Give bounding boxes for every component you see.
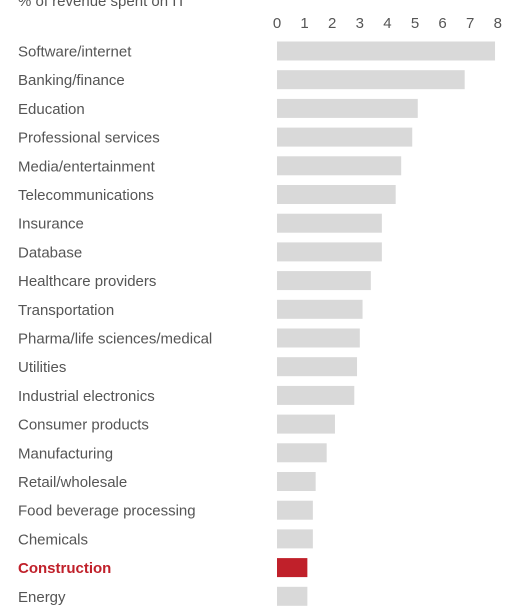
bar-database bbox=[277, 242, 382, 262]
bar-media-entertainment bbox=[277, 156, 402, 176]
category-label-transportation: Transportation bbox=[18, 302, 114, 319]
bar-chemicals bbox=[277, 529, 313, 549]
category-label-banking-finance: Banking/finance bbox=[18, 72, 125, 89]
category-label-healthcare-providers: Healthcare providers bbox=[18, 273, 156, 290]
x-tick-label-8: 8 bbox=[494, 15, 502, 32]
category-label-consumer-products: Consumer products bbox=[18, 417, 149, 434]
bar-retail-wholesale bbox=[277, 472, 316, 491]
bar-banking-finance bbox=[277, 70, 465, 90]
bar-professional-services bbox=[277, 127, 413, 147]
bar-utilities bbox=[277, 357, 358, 377]
bar-food-beverage-processing bbox=[277, 500, 313, 520]
bar-consumer-products bbox=[277, 414, 335, 434]
category-label-insurance: Insurance bbox=[18, 216, 84, 233]
category-label-telecommunications: Telecommunications bbox=[18, 187, 154, 204]
bar-software-internet bbox=[277, 41, 496, 61]
category-label-software-internet: Software/internet bbox=[18, 44, 132, 61]
category-label-pharma-life-sciences-medical: Pharma/life sciences/medical bbox=[18, 331, 212, 348]
category-label-chemicals: Chemicals bbox=[18, 531, 88, 548]
category-label-professional-services: Professional services bbox=[18, 130, 160, 147]
bar-telecommunications bbox=[277, 185, 396, 204]
bar-industrial-electronics bbox=[277, 385, 355, 405]
category-label-construction: Construction bbox=[18, 560, 111, 577]
x-tick-label-0: 0 bbox=[273, 15, 281, 32]
category-label-industrial-electronics: Industrial electronics bbox=[18, 388, 155, 405]
bar-education bbox=[277, 98, 418, 118]
bar-insurance bbox=[277, 213, 382, 233]
x-tick-label-4: 4 bbox=[383, 15, 391, 32]
category-label-energy: Energy bbox=[18, 589, 66, 606]
chart-title: % of revenue spent on IT bbox=[18, 0, 186, 10]
category-label-utilities: Utilities bbox=[18, 359, 66, 376]
bar-manufacturing bbox=[277, 443, 327, 463]
x-tick-label-7: 7 bbox=[466, 15, 474, 32]
bar-construction bbox=[277, 558, 308, 578]
bar-healthcare-providers bbox=[277, 271, 371, 291]
bar-pharma-life-sciences-medical bbox=[277, 328, 360, 348]
category-label-retail-wholesale: Retail/wholesale bbox=[18, 474, 127, 491]
x-tick-label-6: 6 bbox=[438, 15, 446, 32]
category-label-database: Database bbox=[18, 244, 82, 261]
category-label-education: Education bbox=[18, 101, 85, 118]
bar-energy bbox=[277, 586, 308, 606]
x-tick-label-3: 3 bbox=[356, 15, 364, 32]
category-label-media-entertainment: Media/entertainment bbox=[18, 158, 156, 175]
x-tick-label-2: 2 bbox=[328, 15, 336, 32]
x-tick-label-5: 5 bbox=[411, 15, 419, 32]
category-label-manufacturing: Manufacturing bbox=[18, 445, 113, 462]
category-label-food-beverage-processing: Food beverage processing bbox=[18, 503, 196, 520]
x-tick-label-1: 1 bbox=[300, 15, 308, 32]
bar-transportation bbox=[277, 299, 363, 319]
